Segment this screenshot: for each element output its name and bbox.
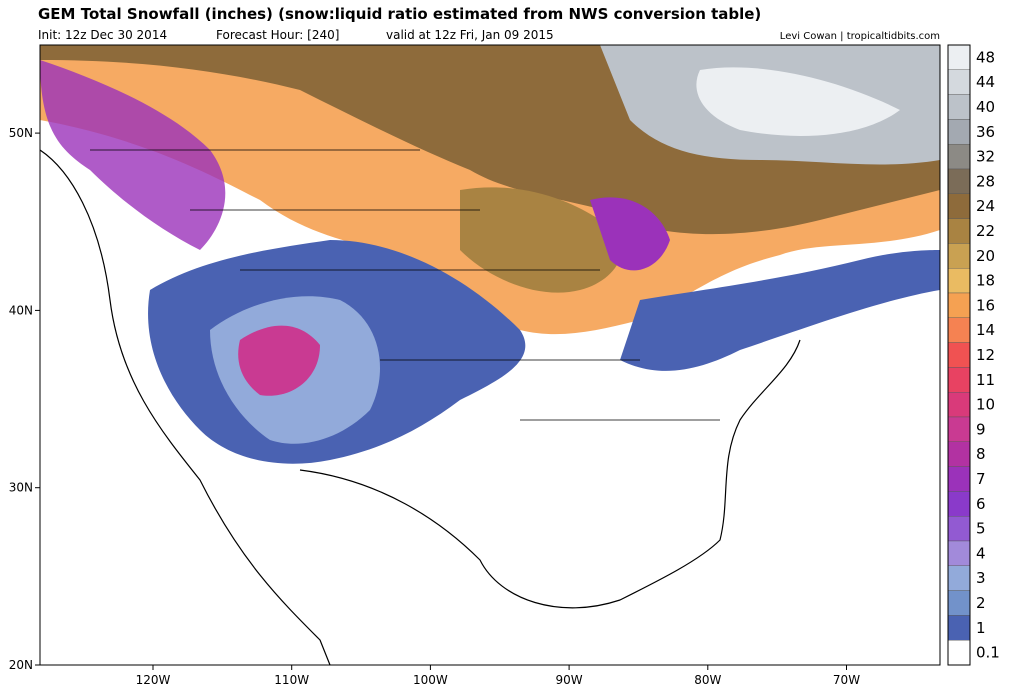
- lon-tick-label: 90W: [556, 673, 583, 687]
- colorbar-label: 11: [976, 371, 995, 389]
- colorbar-band: [947, 268, 971, 294]
- colorbar-band: [947, 168, 971, 194]
- colorbar-label: 0.1: [976, 644, 1000, 662]
- colorbar-label: 36: [976, 123, 995, 141]
- colorbar-band: [947, 218, 971, 244]
- colorbar-label: 48: [976, 48, 995, 66]
- colorbar-band: [947, 143, 971, 170]
- colorbar-band: [947, 243, 971, 269]
- colorbar-label: 2: [976, 594, 986, 612]
- colorbar-band: [947, 94, 971, 120]
- map-frame: [39, 44, 941, 666]
- colorbar-band: [947, 640, 971, 666]
- colorbar: 4844403632282422201816141211109876543210…: [947, 44, 1000, 666]
- colorbar-band: [947, 292, 971, 318]
- colorbar-band: [947, 193, 971, 219]
- colorbar-label: 8: [976, 445, 986, 463]
- colorbar-label: 20: [976, 247, 995, 265]
- colorbar-band: [947, 44, 971, 70]
- colorbar-label: 40: [976, 98, 995, 116]
- colorbar-label: 14: [976, 321, 995, 339]
- colorbar-band: [947, 119, 971, 145]
- colorbar-band: [947, 317, 971, 343]
- colorbar-label: 22: [976, 222, 995, 240]
- colorbar-band: [947, 416, 971, 442]
- colorbar-band: [947, 69, 971, 95]
- colorbar-label: 32: [976, 148, 995, 166]
- colorbar-band: [947, 615, 971, 641]
- colorbar-band: [947, 491, 971, 517]
- colorbar-label: 9: [976, 420, 986, 438]
- colorbar-band: [947, 342, 971, 368]
- colorbar-label: 18: [976, 272, 995, 290]
- colorbar-label: 7: [976, 470, 986, 488]
- lat-tick-label: 40N: [9, 303, 33, 317]
- lat-tick-label: 30N: [9, 481, 33, 495]
- colorbar-label: 6: [976, 495, 986, 513]
- colorbar-band: [947, 540, 971, 566]
- colorbar-label: 4: [976, 544, 986, 562]
- colorbar-band: [947, 516, 971, 542]
- colorbar-label: 12: [976, 346, 995, 364]
- colorbar-frame: [947, 44, 971, 666]
- axes: 120W 110W 100W 90W 80W 70W 20N 30N 40N 50N: [9, 126, 860, 687]
- colorbar-label: 44: [976, 73, 995, 91]
- colorbar-band: [947, 590, 971, 616]
- init: Init: 12z Dec 30 2014: [38, 28, 167, 42]
- lon-tick-label: 110W: [274, 673, 309, 687]
- lon-tick-label: 120W: [136, 673, 171, 687]
- lon-tick-label: 100W: [413, 673, 448, 687]
- colorbar-band: [947, 392, 971, 418]
- colorbar-label: 10: [976, 396, 995, 414]
- lat-tick-label: 20N: [9, 658, 33, 672]
- colorbar-label: 3: [976, 569, 986, 587]
- map: [40, 45, 940, 665]
- colorbar-label: 24: [976, 197, 995, 215]
- colorbar-label: 5: [976, 520, 986, 538]
- valid-time: valid at 12z Fri, Jan 09 2015: [386, 28, 554, 42]
- lon-tick-label: 80W: [694, 673, 721, 687]
- colorbar-band: [947, 367, 971, 393]
- lon-tick-label: 70W: [833, 673, 860, 687]
- colorbar-label: 1: [976, 619, 986, 637]
- colorbar-band: [947, 441, 971, 467]
- colorbar-band: [947, 565, 971, 591]
- colorbar-label: 28: [976, 172, 995, 190]
- colorbar-label: 16: [976, 296, 995, 314]
- title: GEM Total Snowfall (inches) (snow:liquid…: [38, 5, 761, 23]
- colorbar-band: [947, 466, 971, 492]
- credit: Levi Cowan | tropicaltidbits.com: [780, 31, 940, 42]
- lat-tick-label: 50N: [9, 126, 33, 140]
- forecast-hour: Forecast Hour: [240]: [216, 28, 339, 42]
